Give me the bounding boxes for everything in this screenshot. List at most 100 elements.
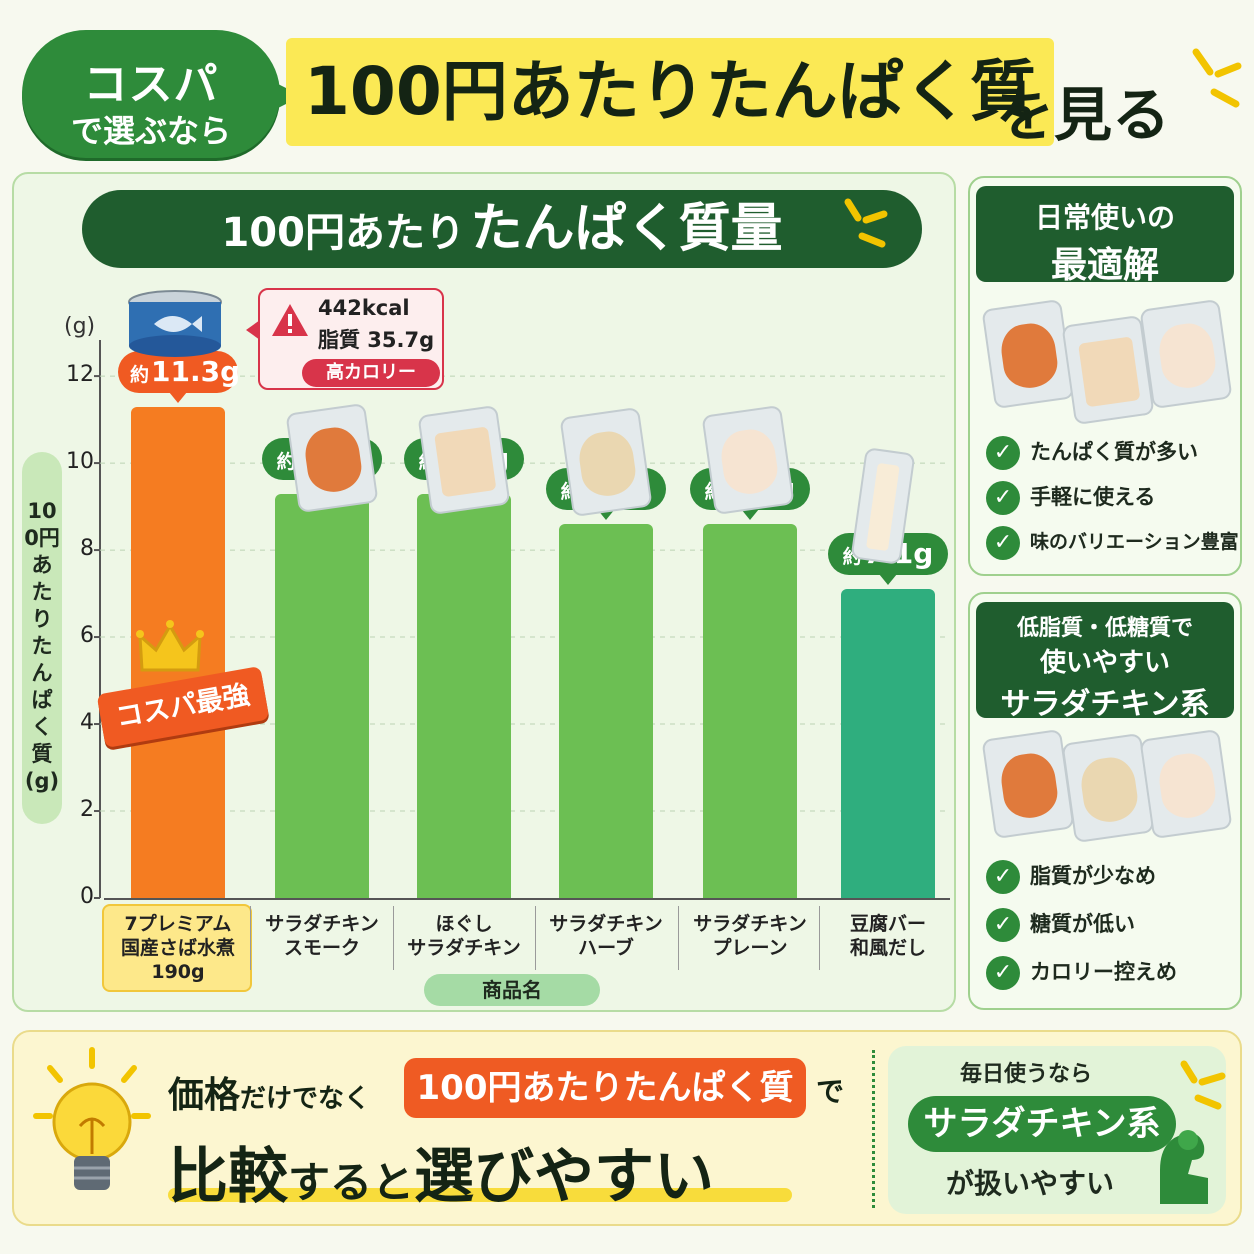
check-icon: ✓ xyxy=(986,436,1020,470)
category-label: 豆腐バー 和風だし xyxy=(849,913,926,959)
check-icon: ✓ xyxy=(986,860,1020,894)
check-item: ✓ たんぱく質が多い xyxy=(986,432,1198,472)
light-bulb-icon xyxy=(33,1047,151,1190)
banner-not-only: だけでなく xyxy=(240,1084,371,1114)
header-bubble-line1: コスパ xyxy=(83,59,219,110)
bar xyxy=(275,493,369,898)
check-label: カロリー控えめ xyxy=(1030,960,1177,984)
check-label: 味のバリエーション豊富 xyxy=(1030,531,1239,553)
data-label-pointer xyxy=(879,574,897,586)
sparkle-icon xyxy=(1192,48,1242,108)
check-icon: ✓ xyxy=(986,908,1020,942)
check-item: ✓ 糖質が低い xyxy=(986,904,1135,944)
category-label: ほぐし サラダチキン xyxy=(407,913,521,959)
check-item: ✓ カロリー控えめ xyxy=(986,952,1177,992)
check-icon: ✓ xyxy=(986,481,1020,515)
chart-title: 100円あたり たんぱく質量 xyxy=(82,190,922,268)
y-axis-label-pill xyxy=(22,452,62,824)
category-divider xyxy=(393,906,394,970)
side-daily-heading-line1: 日常使いの xyxy=(1034,201,1175,234)
category-label: 7プレミアム 国産さば水煮 190g xyxy=(120,913,235,983)
side-salad-heading-line3: サラダチキン系 xyxy=(1000,687,1210,722)
side-panel-daily-heading: 日常使いの 最適解 xyxy=(976,186,1234,286)
banner-highlight-pill: 100円あたりたんぱく質 xyxy=(404,1058,806,1118)
smoke-chicken-pack-icon xyxy=(981,298,1075,410)
y-tick-label: 12 xyxy=(66,362,94,388)
banner-line1-start: 価格だけでなく xyxy=(168,1066,370,1118)
smoke-chicken-pack-icon xyxy=(285,402,379,514)
y-tick-label: 2 xyxy=(80,797,94,823)
data-label-pointer xyxy=(597,508,615,520)
warning-icon xyxy=(272,304,308,336)
category-label: サラダチキン スモーク xyxy=(265,913,379,959)
sparkle-icon xyxy=(1180,1060,1226,1110)
y-tick-label: 6 xyxy=(80,623,94,649)
banner-recommend-line3: が扱いやすい xyxy=(946,1167,1115,1200)
category-divider xyxy=(819,906,820,970)
x-axis-line xyxy=(104,898,950,900)
plain-chicken-pack-icon xyxy=(1139,298,1233,410)
high-calorie-badge: 高カロリー xyxy=(302,359,440,387)
flexed-arm-icon xyxy=(1160,1130,1208,1204)
bar xyxy=(559,523,653,898)
side-daily-heading-line2: 最適解 xyxy=(1050,245,1159,286)
bar xyxy=(841,589,935,898)
chart-title-part2: たんぱく質量 xyxy=(470,199,783,259)
check-label: たんぱく質が多い xyxy=(1030,440,1198,464)
chart-title-part1: 100円あたり xyxy=(221,210,465,256)
shredded-chicken-pack-icon xyxy=(1061,314,1155,426)
side-salad-heading-line2: 使いやすい xyxy=(1039,648,1170,678)
category-divider xyxy=(535,906,536,970)
category-label: サラダチキン プレーン xyxy=(693,913,807,959)
sparkle-icon xyxy=(844,198,888,248)
check-label: 脂質が少なめ xyxy=(1030,864,1156,888)
canned-fish-icon xyxy=(128,290,222,357)
data-label: 約11.3g xyxy=(118,350,241,393)
fat-value: 脂質 35.7g xyxy=(318,328,435,352)
chart-grid xyxy=(94,340,950,899)
banner-line2: 比較すると選びやすい xyxy=(168,1128,714,1215)
data-label-value: 11.3g xyxy=(151,354,241,388)
crown-icon xyxy=(136,620,204,672)
data-label-prefix: 約 xyxy=(130,363,150,386)
smoke-chicken-pack-icon xyxy=(981,728,1075,840)
y-axis-label: 100円あたりたんぱく質(g) xyxy=(24,499,60,793)
category-label: サラダチキン ハーブ xyxy=(549,913,663,959)
banner-easy-choose: 選びやすい xyxy=(414,1142,715,1212)
category-divider xyxy=(678,906,679,970)
banner-recommend-pill: サラダチキン系 xyxy=(908,1096,1176,1152)
herb-chicken-pack-icon xyxy=(559,406,653,518)
banner-underline xyxy=(168,1188,792,1202)
banner-suru-to: すると xyxy=(288,1158,415,1207)
calorie-value: 442kcal xyxy=(318,296,410,320)
check-item: ✓ 脂質が少なめ xyxy=(986,856,1156,896)
y-tick-label: 4 xyxy=(80,710,94,736)
y-axis-unit: (g) xyxy=(64,314,96,339)
header-suffix: を見る xyxy=(996,81,1171,149)
side-salad-heading-line1: 低脂質・低糖質で xyxy=(1016,616,1193,641)
check-icon: ✓ xyxy=(986,956,1020,990)
bar xyxy=(703,523,797,898)
bar xyxy=(417,493,511,898)
x-axis-label: 商品名 xyxy=(424,974,600,1006)
banner-separator xyxy=(872,1050,875,1208)
banner-price: 価格 xyxy=(168,1075,241,1116)
header-bubble-line2: で選ぶなら xyxy=(70,112,231,150)
plain-chicken-pack-icon xyxy=(1139,728,1233,840)
shredded-chicken-pack-icon xyxy=(417,404,511,516)
banner-de: で xyxy=(816,1075,845,1108)
banner-compare: 比較 xyxy=(168,1142,288,1212)
banner-recommend-line1: 毎日使うなら xyxy=(960,1062,1093,1087)
category-highlight xyxy=(102,904,252,992)
y-tick-label: 10 xyxy=(66,449,94,475)
side-panel-salad-heading: 低脂質・低糖質で 使いやすい サラダチキン系 xyxy=(976,602,1234,722)
data-label-pointer xyxy=(169,391,187,403)
header-title: 100円あたりたんぱく質 xyxy=(286,38,1054,146)
plain-chicken-pack-icon xyxy=(701,404,795,516)
check-item: ✓ 味のバリエーション豊富 xyxy=(986,522,1239,562)
y-tick-label: 8 xyxy=(80,536,94,562)
y-tick-label: 0 xyxy=(80,884,94,909)
check-icon: ✓ xyxy=(986,525,1020,560)
check-item: ✓ 手軽に使える xyxy=(986,477,1155,517)
category-divider xyxy=(250,906,251,970)
